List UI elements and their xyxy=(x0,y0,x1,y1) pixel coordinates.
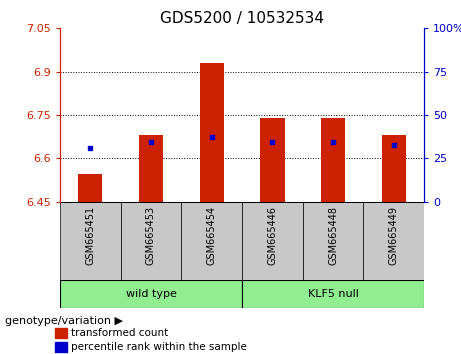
Bar xyxy=(181,202,242,280)
Text: GSM665449: GSM665449 xyxy=(389,206,399,265)
Bar xyxy=(55,342,67,352)
Bar xyxy=(60,202,121,280)
Bar xyxy=(60,280,242,308)
Bar xyxy=(260,118,284,202)
Text: GSM665454: GSM665454 xyxy=(207,206,217,265)
Text: genotype/variation ▶: genotype/variation ▶ xyxy=(5,316,123,326)
Point xyxy=(208,134,215,139)
Point xyxy=(390,143,397,148)
Bar xyxy=(139,135,163,202)
Title: GDS5200 / 10532534: GDS5200 / 10532534 xyxy=(160,11,324,26)
Bar xyxy=(121,202,181,280)
Bar xyxy=(55,328,67,338)
Bar xyxy=(78,174,102,202)
Text: GSM665446: GSM665446 xyxy=(267,206,278,265)
Text: percentile rank within the sample: percentile rank within the sample xyxy=(71,342,248,352)
Text: transformed count: transformed count xyxy=(71,328,169,338)
Point xyxy=(148,139,155,144)
Point xyxy=(329,139,337,144)
Text: wild type: wild type xyxy=(125,289,177,299)
Text: GSM665453: GSM665453 xyxy=(146,206,156,265)
Text: KLF5 null: KLF5 null xyxy=(307,289,359,299)
Bar xyxy=(382,135,406,202)
Bar xyxy=(321,118,345,202)
Bar xyxy=(242,280,424,308)
Bar xyxy=(242,202,303,280)
Text: GSM665448: GSM665448 xyxy=(328,206,338,265)
Bar xyxy=(363,202,424,280)
Point xyxy=(269,139,276,144)
Text: GSM665451: GSM665451 xyxy=(85,206,95,265)
Bar xyxy=(200,63,224,202)
Bar xyxy=(303,202,363,280)
Point xyxy=(87,145,94,151)
